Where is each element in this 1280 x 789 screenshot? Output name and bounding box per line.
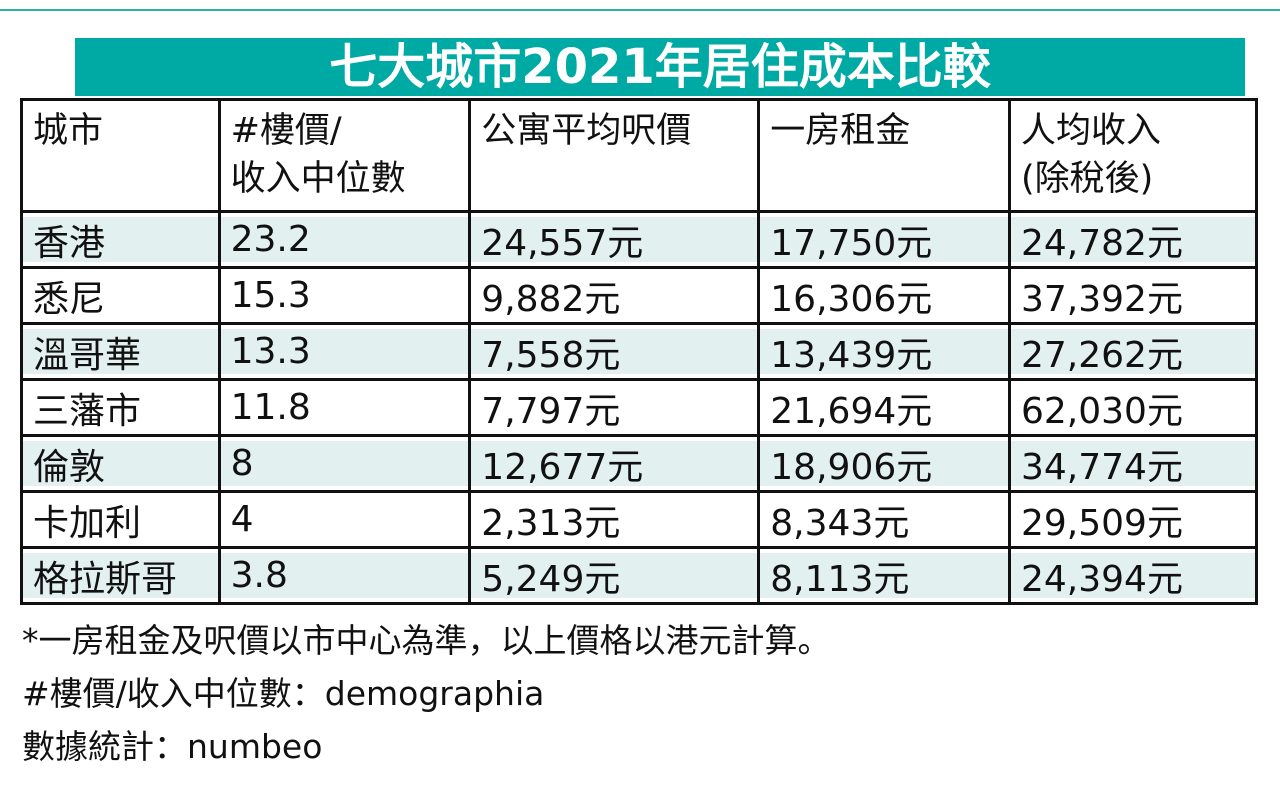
header-price-income-ratio-line2: 收入中位數: [230, 159, 406, 199]
table-row: 溫哥華 13.3 7,558元 13,439元 27,262元: [20, 322, 1259, 381]
header-avg-psf-price: 公寓平均呎價: [468, 98, 761, 213]
cell-income-after-tax: 27,262元: [1007, 322, 1259, 381]
cell-city: 悉尼: [20, 266, 221, 325]
header-one-bed-rent: 一房租金: [757, 98, 1011, 213]
header-city: 城市: [20, 98, 221, 213]
footnotes-block: *一房租金及呎價以市中心為準，以上價格以港元計算。 #樓價/收入中位數：demo…: [22, 614, 1262, 773]
cell-one-bed-rent: 8,343元: [757, 490, 1011, 549]
cell-avg-psf-price: 7,797元: [468, 378, 761, 437]
header-price-income-ratio-line1: #樓價/: [230, 111, 342, 151]
table-row: 格拉斯哥 3.8 5,249元 8,113元 24,394元: [20, 546, 1259, 605]
cell-income-after-tax: 24,394元: [1007, 546, 1259, 605]
cell-price-income-ratio: 23.2: [217, 210, 472, 269]
cell-income-after-tax: 29,509元: [1007, 490, 1259, 549]
cell-price-income-ratio: 15.3: [217, 266, 472, 325]
table-row: 香港 23.2 24,557元 17,750元 24,782元: [20, 210, 1259, 269]
header-price-income-ratio: #樓價/ 收入中位數: [217, 98, 472, 213]
header-income-after-tax-line1: 人均收入: [1020, 111, 1161, 151]
header-income-after-tax: 人均收入 (除稅後): [1007, 98, 1259, 213]
cost-comparison-table-container: 城市 #樓價/ 收入中位數 公寓平均呎價 一房租金 人均收入 (除稅後): [20, 98, 1259, 605]
cell-income-after-tax: 34,774元: [1007, 434, 1259, 493]
table-row: 三藩市 11.8 7,797元 21,694元 62,030元: [20, 378, 1259, 437]
table-row: 悉尼 15.3 9,882元 16,306元 37,392元: [20, 266, 1259, 325]
cell-city: 三藩市: [20, 378, 221, 437]
cell-price-income-ratio: 13.3: [217, 322, 472, 381]
header-city-label: 城市: [33, 111, 104, 151]
cell-avg-psf-price: 9,882元: [468, 266, 761, 325]
cost-comparison-table: 城市 #樓價/ 收入中位數 公寓平均呎價 一房租金 人均收入 (除稅後): [20, 98, 1259, 605]
cell-one-bed-rent: 18,906元: [757, 434, 1011, 493]
cell-avg-psf-price: 7,558元: [468, 322, 761, 381]
page-title: 七大城市2021年居住成本比較: [329, 39, 991, 95]
cell-one-bed-rent: 13,439元: [757, 322, 1011, 381]
footnote-source-numbeo: 數據統計：numbeo: [22, 727, 323, 766]
footnote-price-basis: *一房租金及呎價以市中心為準，以上價格以港元計算。: [22, 621, 831, 660]
top-divider-rule: [0, 9, 1280, 11]
header-income-after-tax-line2: (除稅後): [1020, 159, 1154, 199]
cell-city: 香港: [20, 210, 221, 269]
cell-income-after-tax: 62,030元: [1007, 378, 1259, 437]
cell-city: 格拉斯哥: [20, 546, 221, 605]
cell-income-after-tax: 24,782元: [1007, 210, 1259, 269]
cell-city: 倫敦: [20, 434, 221, 493]
table-header: 城市 #樓價/ 收入中位數 公寓平均呎價 一房租金 人均收入 (除稅後): [20, 98, 1259, 213]
table-body: 香港 23.2 24,557元 17,750元 24,782元 悉尼 15.3 …: [20, 210, 1259, 605]
cell-price-income-ratio: 8: [217, 434, 472, 493]
cell-one-bed-rent: 16,306元: [757, 266, 1011, 325]
header-avg-psf-price-label: 公寓平均呎價: [481, 111, 692, 151]
cell-city: 溫哥華: [20, 322, 221, 381]
cell-one-bed-rent: 8,113元: [757, 546, 1011, 605]
cell-one-bed-rent: 21,694元: [757, 378, 1011, 437]
cell-price-income-ratio: 11.8: [217, 378, 472, 437]
table-row: 倫敦 8 12,677元 18,906元 34,774元: [20, 434, 1259, 493]
footnote-source-demographia: #樓價/收入中位數：demographia: [22, 674, 545, 713]
cell-one-bed-rent: 17,750元: [757, 210, 1011, 269]
cell-avg-psf-price: 12,677元: [468, 434, 761, 493]
cell-price-income-ratio: 4: [217, 490, 472, 549]
header-row: 城市 #樓價/ 收入中位數 公寓平均呎價 一房租金 人均收入 (除稅後): [20, 98, 1259, 213]
cell-avg-psf-price: 2,313元: [468, 490, 761, 549]
cell-avg-psf-price: 5,249元: [468, 546, 761, 605]
header-one-bed-rent-label: 一房租金: [770, 111, 911, 151]
table-row: 卡加利 4 2,313元 8,343元 29,509元: [20, 490, 1259, 549]
cell-city: 卡加利: [20, 490, 221, 549]
cell-income-after-tax: 37,392元: [1007, 266, 1259, 325]
cell-price-income-ratio: 3.8: [217, 546, 472, 605]
cell-avg-psf-price: 24,557元: [468, 210, 761, 269]
title-banner: 七大城市2021年居住成本比較: [75, 38, 1245, 96]
